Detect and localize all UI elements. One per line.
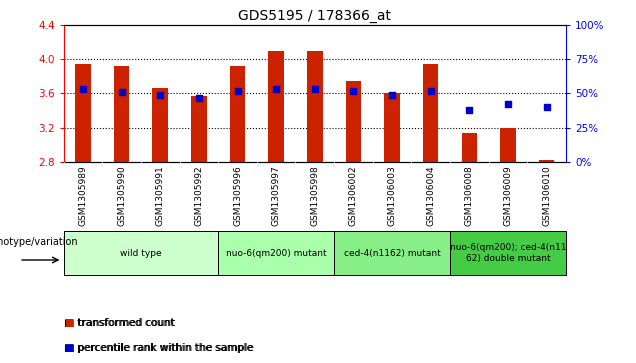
- Bar: [230, 66, 245, 162]
- Text: GSM1305998: GSM1305998: [310, 165, 319, 226]
- Bar: [307, 51, 322, 162]
- Text: ■ transformed count: ■ transformed count: [64, 318, 174, 328]
- Text: ■: ■: [64, 343, 73, 354]
- Text: GSM1306002: GSM1306002: [349, 165, 358, 226]
- Bar: [346, 81, 361, 162]
- Text: ced-4(n1162) mutant: ced-4(n1162) mutant: [343, 249, 441, 258]
- Point: [194, 95, 204, 101]
- Point: [78, 86, 88, 92]
- Text: GSM1306009: GSM1306009: [504, 165, 513, 226]
- Point: [349, 88, 359, 94]
- Text: GSM1305996: GSM1305996: [233, 165, 242, 226]
- Text: GSM1305989: GSM1305989: [78, 165, 87, 226]
- Text: GSM1306008: GSM1306008: [465, 165, 474, 226]
- Title: GDS5195 / 178366_at: GDS5195 / 178366_at: [238, 9, 391, 23]
- Bar: [539, 160, 555, 162]
- Bar: [75, 64, 91, 162]
- Text: GSM1306003: GSM1306003: [387, 165, 397, 226]
- FancyBboxPatch shape: [218, 232, 334, 275]
- Point: [425, 88, 436, 94]
- Text: GSM1305990: GSM1305990: [117, 165, 126, 226]
- Text: GSM1305992: GSM1305992: [195, 165, 204, 226]
- Text: GSM1305997: GSM1305997: [272, 165, 280, 226]
- Text: wild type: wild type: [120, 249, 162, 258]
- Text: genotype/variation: genotype/variation: [0, 237, 78, 247]
- Text: GSM1305991: GSM1305991: [156, 165, 165, 226]
- Point: [464, 107, 474, 113]
- Text: nuo-6(qm200) mutant: nuo-6(qm200) mutant: [226, 249, 326, 258]
- Bar: [114, 66, 129, 162]
- Text: ■ percentile rank within the sample: ■ percentile rank within the sample: [64, 343, 252, 354]
- FancyBboxPatch shape: [334, 232, 450, 275]
- Text: GSM1306004: GSM1306004: [426, 165, 435, 226]
- Text: nuo-6(qm200); ced-4(n11
62) double mutant: nuo-6(qm200); ced-4(n11 62) double mutan…: [450, 244, 566, 263]
- Bar: [384, 93, 400, 162]
- Bar: [153, 87, 168, 162]
- FancyBboxPatch shape: [64, 232, 218, 275]
- Point: [271, 86, 281, 92]
- Point: [232, 88, 242, 94]
- Point: [542, 104, 552, 110]
- Point: [116, 89, 127, 95]
- Text: percentile rank within the sample: percentile rank within the sample: [78, 343, 254, 354]
- Bar: [501, 127, 516, 162]
- Point: [387, 92, 398, 98]
- Bar: [462, 134, 477, 162]
- Point: [310, 86, 320, 92]
- Point: [155, 92, 165, 98]
- Bar: [268, 51, 284, 162]
- Text: ■: ■: [64, 318, 73, 328]
- FancyBboxPatch shape: [450, 232, 566, 275]
- Bar: [423, 64, 438, 162]
- Point: [503, 101, 513, 107]
- Bar: [191, 96, 207, 162]
- Text: transformed count: transformed count: [78, 318, 175, 328]
- Text: GSM1306010: GSM1306010: [543, 165, 551, 226]
